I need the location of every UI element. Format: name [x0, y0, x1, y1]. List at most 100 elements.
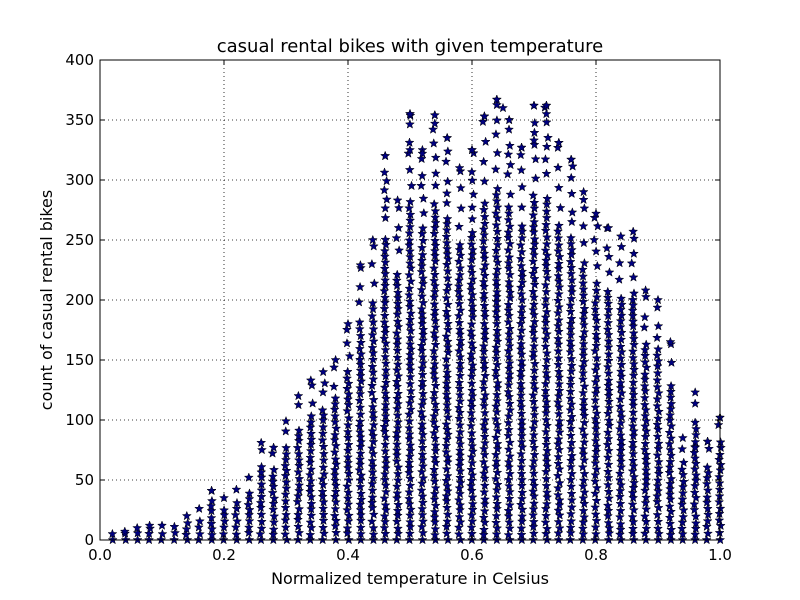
data-point [479, 253, 490, 263]
data-point [554, 415, 565, 426]
data-point [541, 414, 552, 425]
data-point [504, 221, 515, 231]
data-point [428, 263, 440, 273]
data-point [293, 454, 304, 465]
data-point [517, 271, 528, 281]
data-point [528, 378, 540, 389]
data-point [516, 474, 527, 485]
data-point [627, 442, 638, 453]
data-point [491, 99, 502, 110]
data-point [318, 448, 329, 459]
data-point [590, 457, 601, 468]
data-point [355, 488, 367, 499]
data-point [492, 425, 503, 436]
data-point [466, 522, 477, 532]
data-point [515, 240, 526, 250]
data-point [430, 322, 441, 332]
data-point [306, 503, 317, 514]
data-point [418, 472, 429, 483]
data-point [318, 455, 329, 465]
data-point [490, 473, 501, 484]
data-point [405, 314, 416, 325]
data-point [430, 482, 441, 493]
grid-lines [100, 60, 720, 540]
data-point [503, 474, 514, 485]
data-point [144, 528, 155, 539]
data-point [405, 392, 416, 403]
data-point [702, 492, 713, 502]
data-point [491, 291, 502, 302]
data-point [342, 366, 353, 377]
data-point [479, 498, 490, 509]
data-point [603, 486, 614, 497]
data-point [417, 509, 428, 520]
data-point [566, 244, 577, 255]
data-point [578, 220, 589, 231]
data-point [504, 323, 515, 334]
data-point [181, 510, 192, 521]
data-point [554, 427, 565, 437]
data-point [579, 455, 590, 465]
data-point [429, 327, 440, 338]
data-point [566, 353, 577, 364]
data-point [478, 204, 489, 215]
data-point [566, 293, 577, 304]
data-point [529, 263, 540, 274]
data-point [603, 472, 614, 483]
data-point [702, 503, 713, 514]
data-point [578, 350, 589, 360]
data-point [504, 369, 515, 379]
data-point [354, 382, 366, 393]
data-point [628, 272, 639, 282]
data-point [565, 379, 576, 389]
data-point [603, 222, 614, 233]
data-point [615, 505, 626, 516]
data-point [653, 355, 664, 366]
data-point [404, 462, 415, 473]
data-point [578, 367, 589, 378]
data-point [503, 411, 514, 421]
data-point [467, 213, 478, 224]
data-point [379, 285, 390, 296]
data-point [304, 469, 316, 480]
data-point [317, 486, 328, 497]
data-point [428, 416, 440, 427]
data-point [368, 419, 379, 430]
data-point [565, 336, 576, 346]
data-point [554, 251, 565, 262]
data-point [528, 340, 540, 351]
data-point [467, 274, 478, 284]
data-point [579, 203, 590, 213]
data-point [590, 413, 601, 424]
data-point [553, 307, 564, 318]
data-point [491, 517, 502, 528]
data-point [590, 476, 601, 486]
data-point [592, 221, 603, 231]
data-point [603, 251, 614, 262]
data-point [479, 306, 490, 316]
data-point [380, 439, 391, 449]
data-point [578, 319, 589, 330]
data-point [467, 175, 478, 185]
data-point [577, 523, 588, 533]
data-point [616, 359, 627, 370]
data-point [404, 493, 415, 504]
data-point [256, 516, 267, 527]
data-point [503, 232, 514, 242]
data-point [267, 476, 278, 486]
data-point [540, 312, 551, 322]
data-point [317, 387, 329, 397]
data-point [492, 147, 503, 158]
data-point [404, 528, 415, 538]
data-point [379, 303, 390, 314]
data-point [542, 445, 553, 456]
data-point [466, 396, 477, 406]
data-point [429, 352, 440, 362]
data-point [578, 475, 589, 485]
data-point [715, 520, 726, 531]
data-point [602, 500, 613, 510]
data-point [541, 402, 552, 413]
data-point [381, 194, 392, 204]
data-point [342, 383, 353, 394]
data-point [591, 446, 602, 457]
